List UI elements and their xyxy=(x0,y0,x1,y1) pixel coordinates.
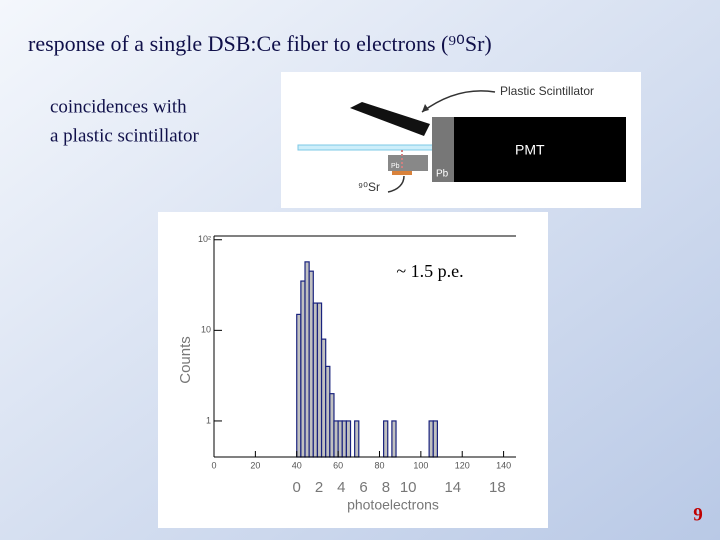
pb-block xyxy=(432,117,454,182)
x2-tick-label: 8 xyxy=(382,479,390,496)
y-axis-label: Counts xyxy=(177,336,194,384)
histogram-bar xyxy=(345,420,352,458)
annotation: ~ 1.5 p.e. xyxy=(396,261,463,281)
fiber xyxy=(297,144,455,151)
x2-tick-label: 14 xyxy=(444,479,461,496)
x-tick-label: 40 xyxy=(292,460,302,470)
x-tick-label: 20 xyxy=(250,460,260,470)
pmt xyxy=(454,117,626,182)
bullet-line: a plastic scintillator xyxy=(50,125,199,146)
y-tick-label: 1 xyxy=(206,415,211,425)
x-tick-label: 0 xyxy=(211,460,216,470)
x2-axis-label: photoelectrons xyxy=(347,497,439,513)
x-tick-label: 100 xyxy=(413,460,428,470)
x2-tick-label: 2 xyxy=(315,479,323,496)
y-tick-label: 10² xyxy=(198,234,211,244)
slide-title: response of a single DSB:Ce fiber to ele… xyxy=(28,31,492,56)
histogram-bar xyxy=(316,302,323,458)
diagram-label: Plastic Scintillator xyxy=(500,84,594,98)
diagram-label: ⁹⁰Sr xyxy=(358,180,380,194)
x2-tick-label: 6 xyxy=(359,479,367,496)
page-number: 9 xyxy=(693,504,703,525)
histogram-bar xyxy=(308,270,314,458)
histogram-bar xyxy=(325,365,331,458)
histogram-bar xyxy=(337,420,343,458)
x2-tick-label: 4 xyxy=(337,479,345,496)
histogram-bar xyxy=(304,261,310,458)
histogram-bar xyxy=(329,393,335,458)
setup-diagram: Plastic Scintillator PMT Pb Pb ⁹⁰Sr xyxy=(281,72,641,208)
histogram-bar xyxy=(428,420,434,458)
arrowhead xyxy=(422,104,429,112)
diagram-label: PMT xyxy=(515,142,545,158)
histogram-bar xyxy=(300,280,306,458)
arrow xyxy=(387,175,405,193)
arrow xyxy=(421,90,496,113)
x-tick-label: 120 xyxy=(455,460,470,470)
x-tick-label: 60 xyxy=(333,460,343,470)
diagram-label: Pb xyxy=(436,169,449,180)
histogram-bar xyxy=(312,302,319,458)
bullet-line: coincidences with xyxy=(50,96,187,117)
x2-tick-label: 18 xyxy=(489,479,506,496)
histogram-bar xyxy=(391,420,397,458)
chart-box xyxy=(158,212,548,528)
pb-shield xyxy=(388,155,428,171)
histogram-bar xyxy=(432,420,438,458)
y-tick-label: 10 xyxy=(201,325,211,335)
x-tick-label: 140 xyxy=(496,460,511,470)
x2-tick-label: 0 xyxy=(293,479,301,496)
histogram-bar xyxy=(296,313,302,458)
histogram-bar xyxy=(341,420,347,458)
histogram-bar xyxy=(354,420,360,458)
diagram-label: Pb xyxy=(391,163,400,170)
histogram-bar xyxy=(383,420,389,458)
histogram-bar xyxy=(333,420,339,458)
plastic-scintillator xyxy=(350,102,430,136)
source xyxy=(392,171,412,175)
x-tick-label: 80 xyxy=(374,460,384,470)
x2-tick-label: 10 xyxy=(400,479,417,496)
histogram-bar xyxy=(320,338,327,458)
